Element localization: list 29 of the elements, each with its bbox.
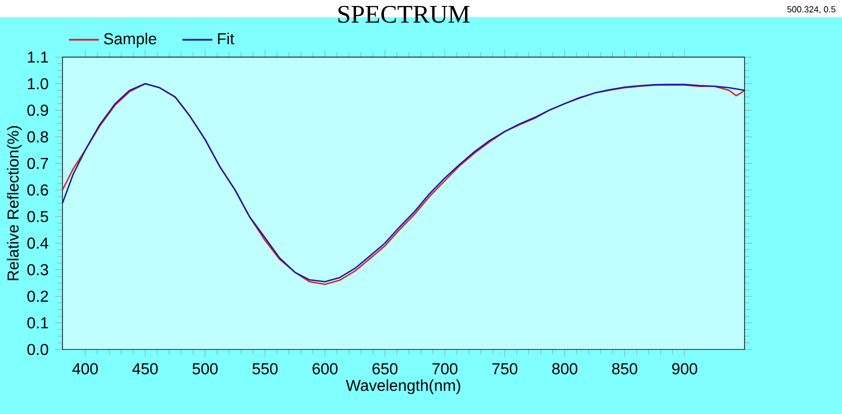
x-tick-label: 650 (372, 362, 398, 374)
y-tick-label: 1.1 (28, 51, 48, 62)
y-tick-label: 0.7 (27, 158, 48, 169)
x-tick-label: 750 (492, 362, 518, 374)
x-tick-label: 700 (432, 362, 458, 374)
x-tick-label: 500 (192, 362, 218, 374)
y-tick-label: 0.0 (27, 344, 48, 355)
x-tick-label: 800 (552, 362, 578, 374)
legend-label: Sample (104, 32, 156, 48)
x-tick-label: 900 (672, 362, 698, 374)
y-tick-label: 0.6 (27, 184, 48, 196)
y-tick-label: 1.0 (28, 78, 48, 90)
y-tick-label: 0.1 (27, 317, 48, 328)
y-tick-label: 0.9 (27, 104, 48, 116)
x-axis-title: Wavelength(nm) (346, 379, 460, 394)
x-tick-label: 550 (252, 362, 278, 374)
x-tick-label: 600 (312, 362, 338, 374)
x-tick-label: 400 (72, 362, 98, 374)
y-tick-label: 0.8 (27, 131, 48, 142)
x-tick-label: 450 (132, 362, 158, 374)
y-tick-label: 0.3 (27, 264, 48, 276)
chart-title: SPECTRUM (338, 6, 470, 23)
y-tick-label: 0.5 (27, 210, 48, 222)
text: 500.324, 0.5 (787, 6, 836, 14)
legend-label: Fit (218, 32, 234, 44)
y-axis-title: Relative Reflection(%) (7, 126, 22, 280)
y-tick-label: 0.2 (27, 290, 48, 302)
x-tick-label: 850 (612, 362, 638, 374)
y-tick-label: 0.4 (27, 237, 48, 249)
